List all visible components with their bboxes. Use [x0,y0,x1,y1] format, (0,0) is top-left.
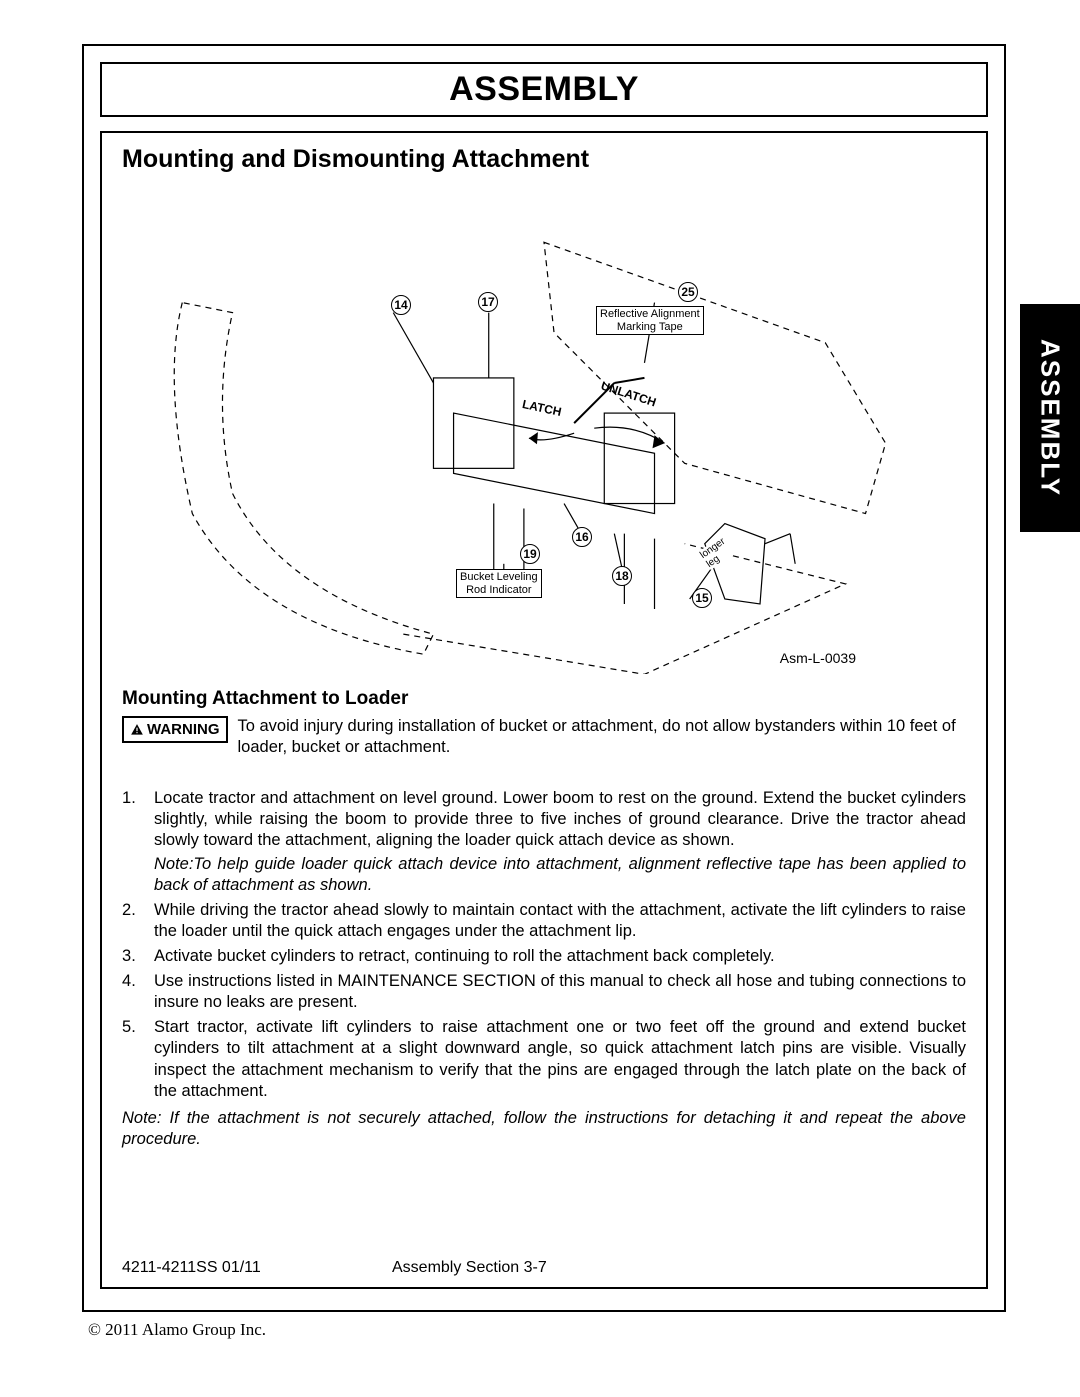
step-2: While driving the tractor ahead slowly t… [122,900,966,942]
steps-list: Locate tractor and attachment on level g… [122,788,966,1102]
diagram-svg [122,182,966,674]
header-box: ASSEMBLY [100,62,988,117]
content-box: Mounting and Dismounting Attachment [100,131,988,1289]
side-tab-label: ASSEMBLY [1035,339,1066,497]
callout-reflective-tape: Reflective Alignment Marking Tape [596,306,704,335]
subsection-title: Mounting Attachment to Loader [122,688,966,710]
warning-badge: WARNING [122,716,228,743]
content-footer: 4211-4211SS 01/11 Assembly Section 3-7 [122,1259,966,1277]
callout-15: 15 [692,588,712,608]
exploded-diagram: 14 17 25 16 19 18 15 Reflective Alignmen… [122,182,966,672]
copyright: © 2011 Alamo Group Inc. [88,1320,266,1340]
step-1-text: Locate tractor and attachment on level g… [154,789,966,849]
callout-19: 19 [520,544,540,564]
warning-icon [130,723,144,737]
step-3: Activate bucket cylinders to retract, co… [122,946,966,967]
callout-17: 17 [478,292,498,312]
step-4: Use instructions listed in MAINTENANCE S… [122,971,966,1013]
diagram-reference: Asm-L-0039 [780,650,856,666]
step-5: Start tractor, activate lift cylinders t… [122,1017,966,1101]
callout-rod-indicator: Bucket Leveling Rod Indicator [456,569,542,598]
callout-16: 16 [572,527,592,547]
step-1: Locate tractor and attachment on level g… [122,788,966,896]
warning-text: To avoid injury during installation of b… [238,716,967,758]
callout-25: 25 [678,282,698,302]
final-note: Note: If the attachment is not securely … [122,1108,966,1150]
warning-block: WARNING To avoid injury during installat… [122,716,966,758]
page-title: ASSEMBLY [102,70,986,109]
warning-label: WARNING [147,721,220,738]
footer-doc-id: 4211-4211SS 01/11 [122,1259,392,1277]
step-1-note: Note:To help guide loader quick attach d… [154,854,966,896]
callout-14: 14 [391,295,411,315]
page-frame: ASSEMBLY Mounting and Dismounting Attach… [82,44,1006,1312]
footer-section: Assembly Section 3-7 [392,1259,966,1277]
section-title: Mounting and Dismounting Attachment [122,145,966,174]
side-tab: ASSEMBLY [1020,304,1080,532]
callout-18: 18 [612,566,632,586]
